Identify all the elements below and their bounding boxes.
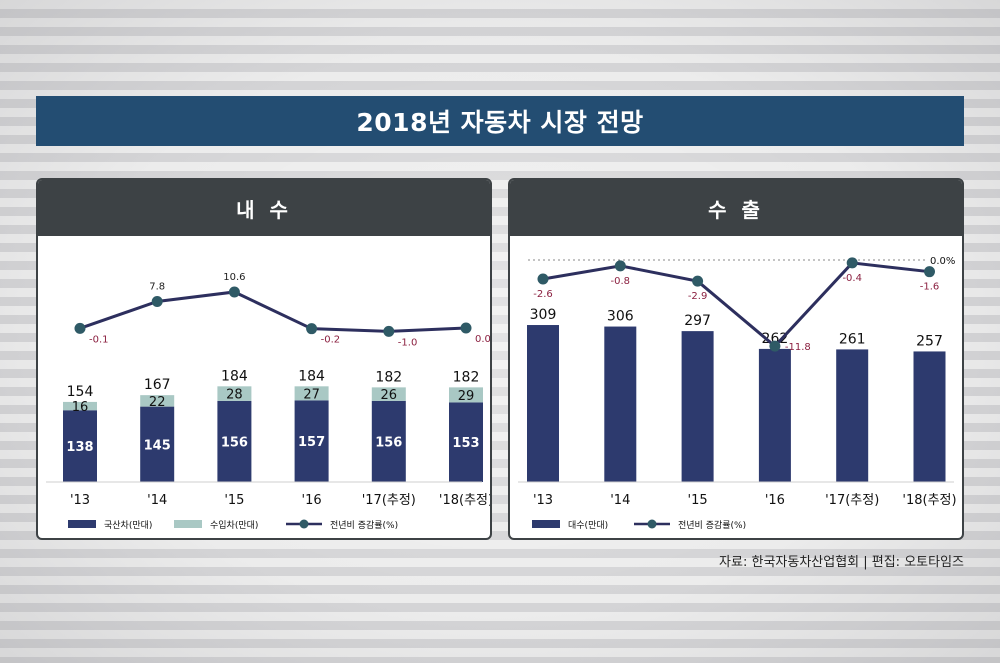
change-rate-marker — [74, 322, 86, 334]
total-value-label: 184 — [298, 368, 325, 384]
export-bar — [604, 326, 637, 482]
import-value-label: 29 — [458, 389, 475, 404]
domestic-bar — [371, 400, 406, 482]
total-value-label: 184 — [221, 368, 248, 384]
change-rate-label: -0.8 — [611, 276, 631, 287]
change-rate-label: -2.9 — [688, 291, 708, 302]
import-value-label: 16 — [72, 400, 89, 415]
legend-line-label: 전년비 증감률(%) — [678, 519, 746, 531]
domestic-bar — [140, 406, 175, 482]
import-value-label: 22 — [149, 395, 166, 410]
export-value-label: 309 — [530, 307, 557, 323]
domestic-value-label: 138 — [66, 440, 93, 455]
import-bar — [449, 387, 483, 403]
change-rate-label: 7.8 — [149, 281, 165, 292]
change-rate-marker — [537, 273, 549, 285]
export-value-label: 261 — [839, 331, 866, 347]
change-rate-label: 0.0 — [475, 334, 490, 345]
export-value-label: 306 — [607, 309, 634, 325]
change-rate-label: -1.0 — [398, 337, 418, 348]
export-bar — [681, 331, 714, 482]
import-bar — [217, 386, 252, 401]
legend-line-label: 전년비 증감률(%) — [330, 519, 398, 531]
x-tick-label: '15 — [688, 493, 708, 508]
change-rate-marker — [306, 323, 318, 335]
import-value-label: 27 — [303, 387, 320, 402]
zero-reference-label: 0.0% — [930, 256, 955, 267]
change-rate-marker — [769, 340, 781, 352]
x-tick-label: '16 — [765, 493, 785, 508]
change-rate-label: -0.4 — [842, 273, 862, 284]
x-tick-label: '17(추정) — [825, 493, 879, 508]
change-rate-label: -11.8 — [785, 342, 811, 353]
legend-export-label: 대수(만대) — [568, 520, 608, 531]
domestic-value-label: 153 — [452, 436, 479, 451]
import-bar — [63, 401, 97, 411]
change-rate-label: -1.6 — [920, 282, 940, 293]
change-rate-marker — [383, 325, 395, 337]
change-rate-marker — [228, 286, 240, 298]
x-tick-label: '14 — [147, 493, 167, 508]
x-tick-label: '13 — [70, 493, 90, 508]
domestic-value-label: 156 — [221, 435, 248, 450]
export-bar — [913, 351, 946, 482]
legend-line-marker — [299, 519, 309, 529]
change-rate-line — [79, 290, 467, 333]
domestic-bar — [449, 402, 483, 482]
export-panel-title: 수 출 — [510, 180, 962, 236]
export-bar — [527, 325, 559, 482]
change-rate-line — [542, 261, 930, 349]
change-rate-marker — [614, 260, 626, 272]
export-value-label: 297 — [684, 313, 711, 329]
legend-domestic-label: 국산차(만대) — [104, 519, 152, 531]
change-rate-marker — [924, 266, 935, 278]
export-chart: 0.0% 309 '13 306 '14 297 '15 262 '16 261 '17(추정) 25… — [518, 256, 957, 531]
import-bar — [294, 386, 329, 401]
change-rate-label: -0.1 — [89, 334, 109, 345]
domestic-panel: 내 수 138 16 154 '13 145 22 167 '14 156 28 184 '15 157… — [36, 178, 492, 540]
import-bar — [140, 395, 175, 407]
domestic-bar — [217, 400, 252, 482]
export-value-label: 257 — [916, 333, 943, 349]
x-tick-label: '17(추정) — [362, 493, 416, 508]
domestic-value-label: 156 — [375, 435, 402, 450]
import-value-label: 26 — [381, 388, 398, 403]
change-rate-marker — [692, 275, 704, 287]
domestic-bar — [63, 410, 97, 482]
change-rate-label: -0.2 — [321, 335, 341, 346]
change-rate-marker — [460, 322, 472, 334]
export-bar — [836, 349, 869, 482]
domestic-value-label: 157 — [298, 435, 325, 450]
import-bar — [371, 387, 406, 401]
x-tick-label: '14 — [610, 493, 630, 508]
change-rate-marker — [151, 295, 163, 307]
x-tick-label: '18(추정) — [439, 493, 490, 508]
change-rate-marker — [846, 257, 858, 269]
legend-import-swatch — [174, 520, 202, 528]
legend-import-label: 수입차(만대) — [210, 519, 258, 531]
total-value-label: 154 — [67, 384, 94, 400]
total-value-label: 182 — [453, 369, 480, 385]
domestic-panel-title: 내 수 — [38, 180, 490, 236]
x-tick-label: '16 — [302, 493, 322, 508]
total-value-label: 167 — [144, 377, 171, 393]
source-note: 자료: 한국자동차산업협회 | 편집: 오토타임즈 — [719, 555, 964, 570]
export-panel: 수 출 0.0% 309 '13 306 '14 297 '15 262 '16 261 '17(추… — [508, 178, 964, 540]
legend-export-swatch — [532, 520, 560, 528]
change-rate-label: 10.6 — [223, 272, 245, 283]
x-tick-label: '13 — [533, 493, 553, 508]
import-value-label: 28 — [226, 388, 243, 403]
legend-domestic-swatch — [68, 520, 96, 528]
domestic-value-label: 145 — [144, 438, 171, 453]
x-tick-label: '18(추정) — [902, 493, 956, 508]
legend-line-marker — [647, 519, 657, 529]
domestic-bar — [294, 400, 329, 482]
export-value-label: 262 — [762, 331, 789, 347]
total-value-label: 182 — [375, 369, 402, 385]
infographic-title: 2018년 자동차 시장 전망 — [36, 96, 964, 146]
change-rate-label: -2.6 — [533, 289, 553, 300]
x-tick-label: '15 — [224, 493, 244, 508]
export-bar — [758, 348, 791, 482]
